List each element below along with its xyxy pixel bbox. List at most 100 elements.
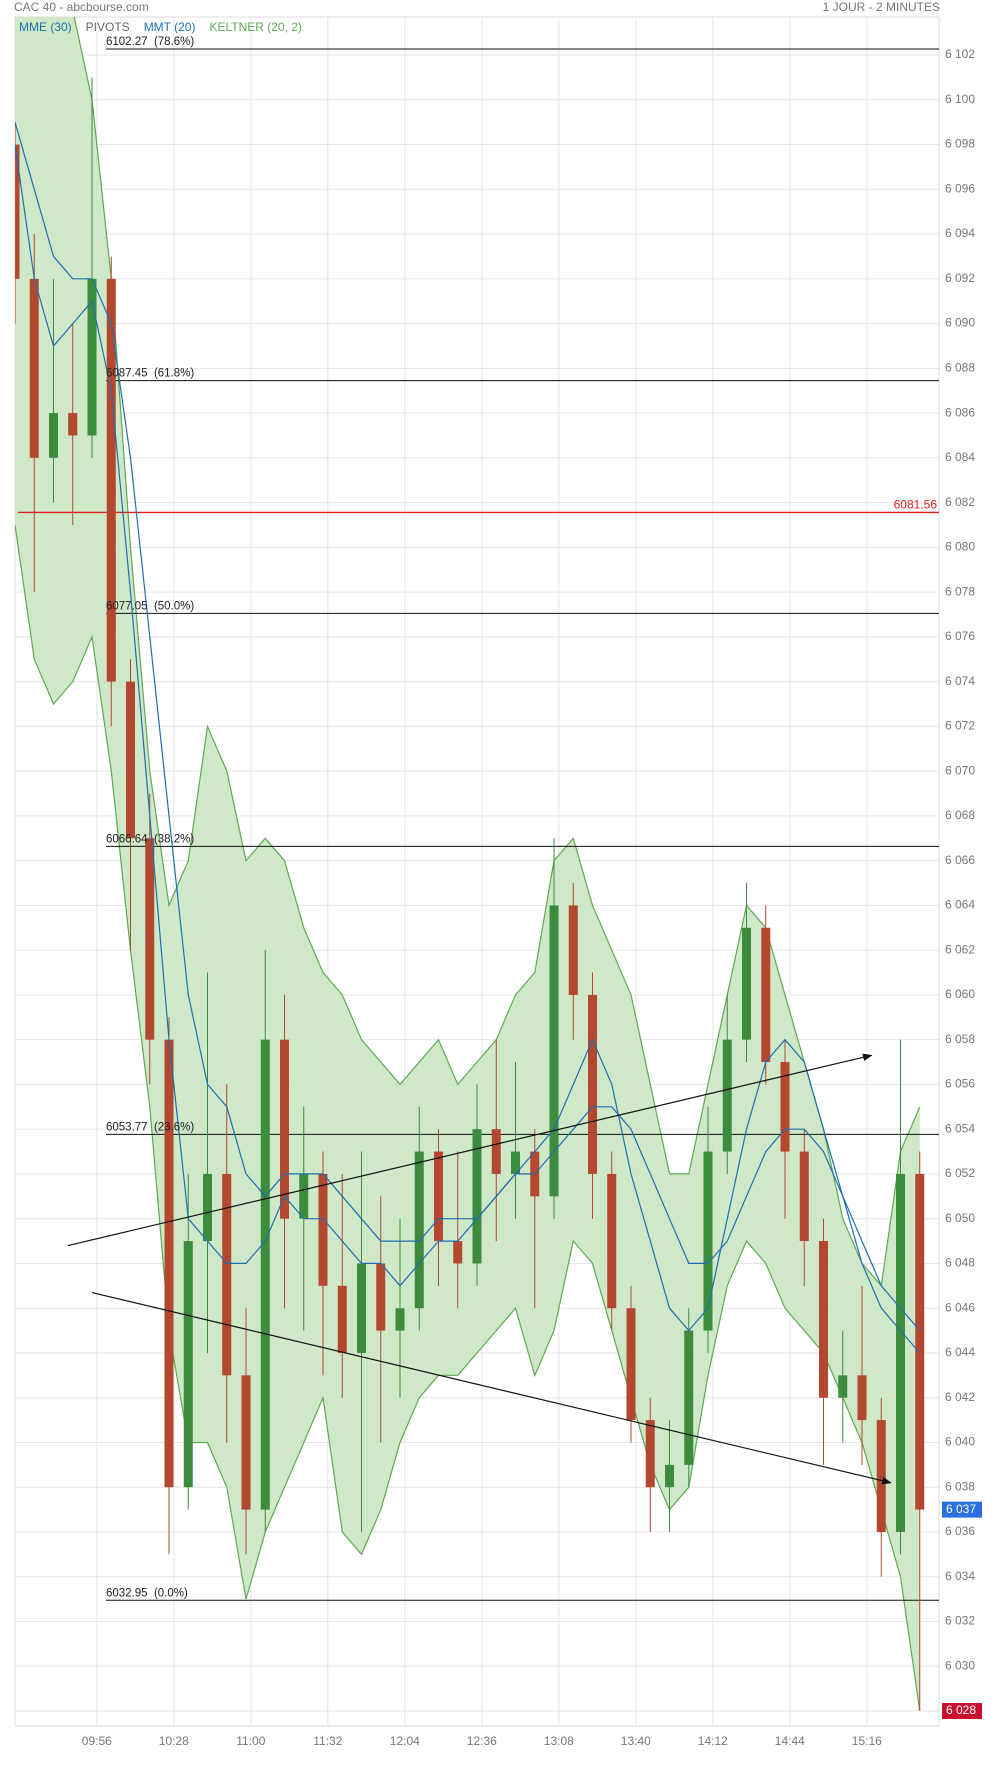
pivot-label: 6032.95 (0.0%) <box>106 1587 188 1599</box>
price-tag <box>942 1501 982 1518</box>
candle-body <box>684 1330 694 1465</box>
y-tick-label: 6 032 <box>945 1614 975 1628</box>
candle-body <box>780 1062 790 1152</box>
x-tick-label: 10:28 <box>159 1734 189 1748</box>
y-tick-label: 6 048 <box>945 1256 975 1270</box>
legend-entry: PIVOTS <box>86 20 130 34</box>
y-tick-label: 6 036 <box>945 1524 975 1538</box>
candle-body <box>588 994 597 1174</box>
candle-body <box>49 413 58 458</box>
candle-body <box>742 927 751 1040</box>
y-tick-label: 6 052 <box>945 1166 975 1180</box>
moving-average <box>15 122 921 1331</box>
candle-body <box>145 838 155 1040</box>
reference-label: 6081.56 <box>894 498 938 512</box>
candle-body <box>799 1151 809 1242</box>
candle-body <box>876 1420 886 1532</box>
candle-body <box>357 1263 366 1353</box>
chart-subtitle: 1 JOUR - 2 MINUTES <box>823 0 940 14</box>
candle-body <box>376 1263 386 1331</box>
y-tick-label: 6 076 <box>945 629 975 643</box>
pivot-label: 6053.77 (23.6%) <box>106 1121 194 1133</box>
candle-body <box>511 1151 520 1174</box>
y-tick-label: 6 070 <box>945 763 975 777</box>
candle-body <box>761 927 771 1063</box>
y-tick-label: 6 102 <box>945 47 975 61</box>
y-tick-label: 6 046 <box>945 1300 975 1314</box>
y-tick-label: 6 034 <box>945 1569 975 1583</box>
y-tick-label: 6 090 <box>945 316 975 330</box>
plot-frame <box>14 16 940 1727</box>
x-tick-label: 12:04 <box>390 1734 420 1748</box>
candle-body <box>838 1375 848 1398</box>
y-tick-label: 6 100 <box>945 92 975 106</box>
candle-body <box>337 1285 347 1353</box>
y-tick-label: 6 088 <box>945 361 975 375</box>
y-tick-label: 6 040 <box>945 1435 975 1449</box>
x-tick-label: 13:08 <box>544 1734 574 1748</box>
pivot-label: 6102.27 (78.6%) <box>106 36 194 48</box>
x-tick-label: 14:12 <box>698 1734 728 1748</box>
y-tick-label: 6 092 <box>945 271 975 285</box>
y-tick-label: 6 078 <box>945 584 975 598</box>
candle-body <box>607 1173 617 1309</box>
candle-body <box>722 1039 732 1152</box>
candle-body <box>434 1151 443 1242</box>
y-tick-label: 6 094 <box>945 226 975 240</box>
x-tick-label: 09:56 <box>82 1734 112 1748</box>
y-tick-label: 6 086 <box>945 405 975 419</box>
candle-body <box>491 1129 501 1174</box>
chart-title: CAC 40 - abcbourse.com <box>14 0 149 14</box>
candle-body <box>414 1151 424 1309</box>
candle-body <box>280 1039 289 1219</box>
y-tick-label: 6 066 <box>945 853 975 867</box>
candle-body <box>68 413 78 436</box>
y-tick-label: 6 082 <box>945 495 975 509</box>
y-tick-label: 6 056 <box>945 1077 975 1091</box>
plot-area <box>15 17 939 1726</box>
pivot-label: 6087.45 (61.8%) <box>106 368 194 380</box>
x-tick-label: 14:44 <box>775 1734 805 1748</box>
candle-body <box>106 278 116 682</box>
candle-body <box>703 1151 713 1331</box>
candle-body <box>126 681 135 839</box>
candle-body <box>318 1173 328 1286</box>
legend-entry: MME (30) <box>19 20 72 34</box>
y-tick-label: 6 062 <box>945 942 975 956</box>
candle-body <box>299 1173 309 1219</box>
y-tick-label: 6 058 <box>945 1032 975 1046</box>
candle-body <box>260 1039 270 1510</box>
candle-body <box>15 144 20 279</box>
price-tag <box>942 1703 982 1720</box>
y-tick-label: 6 080 <box>945 540 975 554</box>
y-tick-label: 6 064 <box>945 898 975 912</box>
y-tick-label: 6 068 <box>945 808 975 822</box>
y-tick-label: 6 044 <box>945 1345 975 1359</box>
y-tick-label: 6 072 <box>945 719 975 733</box>
candle-body <box>896 1173 905 1532</box>
pivot-label: 6066.64 (38.2%) <box>106 833 194 845</box>
candle-body <box>626 1308 636 1421</box>
keltner-band <box>15 17 920 1712</box>
candle-body <box>857 1375 867 1421</box>
y-tick-label: 6 038 <box>945 1479 975 1493</box>
candle-body <box>29 278 39 458</box>
y-tick-label: 6 084 <box>945 450 975 464</box>
x-tick-label: 12:36 <box>467 1734 497 1748</box>
candle-body <box>453 1241 463 1264</box>
x-tick-label: 11:32 <box>313 1734 342 1748</box>
legend-entry: MMT (20) <box>144 20 196 34</box>
trend-line <box>91 1291 892 1485</box>
moving-average <box>15 144 921 1354</box>
candle-body <box>164 1039 174 1488</box>
y-tick-label: 6 098 <box>945 137 975 151</box>
y-tick-label: 6 042 <box>945 1390 975 1404</box>
x-tick-label: 15:16 <box>852 1734 882 1748</box>
candle-body <box>549 905 559 1197</box>
candle-body <box>665 1464 674 1488</box>
price-tag-label: 6 028 <box>946 1703 976 1717</box>
candle-body <box>203 1173 212 1242</box>
y-tick-label: 6 060 <box>945 987 975 1001</box>
y-tick-label: 6 030 <box>945 1658 975 1672</box>
